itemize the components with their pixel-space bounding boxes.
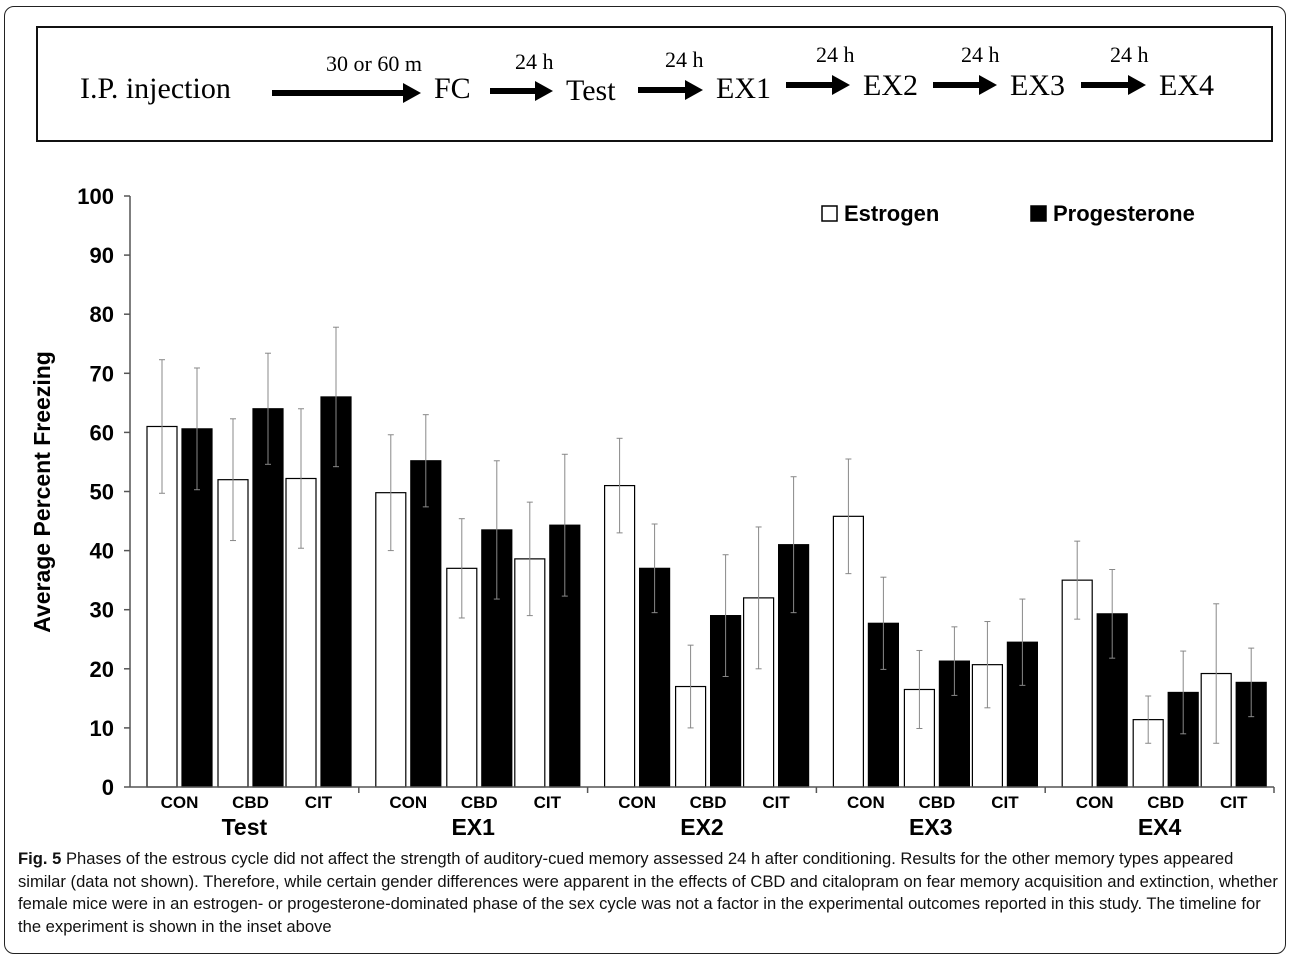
timeline-step-fc: FC xyxy=(434,72,471,105)
timeline-interval-label: 24 h xyxy=(1110,42,1149,67)
caption-label: Fig. 5 xyxy=(18,849,62,868)
y-tick-label: 70 xyxy=(90,361,114,386)
caption-text: Phases of the estrous cycle did not affe… xyxy=(18,849,1278,936)
y-axis: 0 10 20 30 40 50 60 70 80 90 100 xyxy=(77,184,131,800)
timeline-interval-label: 24 h xyxy=(961,42,1000,67)
bar-series xyxy=(146,326,1267,788)
y-tick-label: 80 xyxy=(90,302,114,327)
x-group-label: EX3 xyxy=(909,814,952,840)
bar-estrogen-ex1-cbd xyxy=(446,567,478,788)
bar-progesterone-ex1-con xyxy=(410,460,442,788)
timeline-interval-label: 24 h xyxy=(515,49,554,74)
timeline-interval-label: 24 h xyxy=(665,47,704,72)
timeline-arrowhead xyxy=(832,75,850,95)
x-group-label: EX2 xyxy=(680,814,723,840)
timeline-arrowhead xyxy=(1128,75,1146,95)
timeline-arrowhead xyxy=(685,80,703,100)
x-group-label: EX1 xyxy=(451,814,495,840)
x-category-label: CON xyxy=(618,793,656,812)
timeline-arrowhead xyxy=(403,83,421,103)
x-category-label: CON xyxy=(389,793,427,812)
legend-label-progesterone: Progesterone xyxy=(1053,201,1195,226)
x-group-label: EX4 xyxy=(1138,814,1182,840)
x-category-label: CBD xyxy=(690,793,727,812)
timeline-step-i-p-injection: I.P. injection xyxy=(80,72,231,105)
x-category-label: CIT xyxy=(534,793,562,812)
y-axis-label: Average Percent Freezing xyxy=(29,351,55,633)
timeline-inset: I.P. injection FC Test EX1 EX2 EX3 EX4 30 or 6… xyxy=(36,26,1273,142)
x-category-label: CON xyxy=(1076,793,1114,812)
bar-progesterone-ex1-cit xyxy=(549,524,581,788)
y-tick-label: 100 xyxy=(77,184,114,209)
y-tick-label: 0 xyxy=(102,775,114,800)
x-category-label: CBD xyxy=(1147,793,1184,812)
timeline-step-ex1: EX1 xyxy=(716,72,771,105)
timeline-interval-label: 24 h xyxy=(816,42,855,67)
y-tick-label: 50 xyxy=(90,480,114,505)
y-tick-label: 60 xyxy=(90,420,114,445)
y-tick-label: 40 xyxy=(90,539,114,564)
timeline-arrowhead xyxy=(979,75,997,95)
y-tick-label: 10 xyxy=(90,716,114,741)
x-group-label: Test xyxy=(222,814,268,840)
legend-label-estrogen: Estrogen xyxy=(844,201,939,226)
timeline-step-ex3: EX3 xyxy=(1010,69,1065,102)
legend-swatch-estrogen xyxy=(821,205,838,222)
x-category-label: CON xyxy=(847,793,885,812)
x-category-label: CIT xyxy=(991,793,1019,812)
y-tick-label: 90 xyxy=(90,243,114,268)
legend: Estrogen Progesterone xyxy=(821,201,1195,226)
bar-progesterone-test-cbd xyxy=(252,408,284,788)
figure-frame xyxy=(4,6,1286,954)
timeline-step-ex2: EX2 xyxy=(863,69,918,102)
timeline-step-ex4: EX4 xyxy=(1159,69,1214,102)
timeline-diagram: I.P. injection FC Test EX1 EX2 EX3 EX4 30 or 6… xyxy=(80,42,1214,107)
x-category-label: CBD xyxy=(461,793,498,812)
timeline-step-test: Test xyxy=(566,74,616,107)
figure-caption: Fig. 5 Phases of the estrous cycle did n… xyxy=(18,848,1280,938)
x-category-label: CBD xyxy=(232,793,269,812)
x-axis: CON CBD CIT Test CON CBD CIT EX1 CON CBD CIT EX2 CON… xyxy=(130,786,1275,840)
x-category-label: CON xyxy=(161,793,199,812)
x-category-label: CIT xyxy=(762,793,790,812)
x-category-label: CBD xyxy=(918,793,955,812)
x-category-label: CIT xyxy=(305,793,333,812)
legend-swatch-progesterone xyxy=(1030,205,1047,222)
y-tick-label: 20 xyxy=(90,657,114,682)
timeline-interval-label: 30 or 60 m xyxy=(326,51,422,76)
timeline-arrowhead xyxy=(535,81,553,101)
y-tick-label: 30 xyxy=(90,598,114,623)
x-category-label: CIT xyxy=(1220,793,1248,812)
